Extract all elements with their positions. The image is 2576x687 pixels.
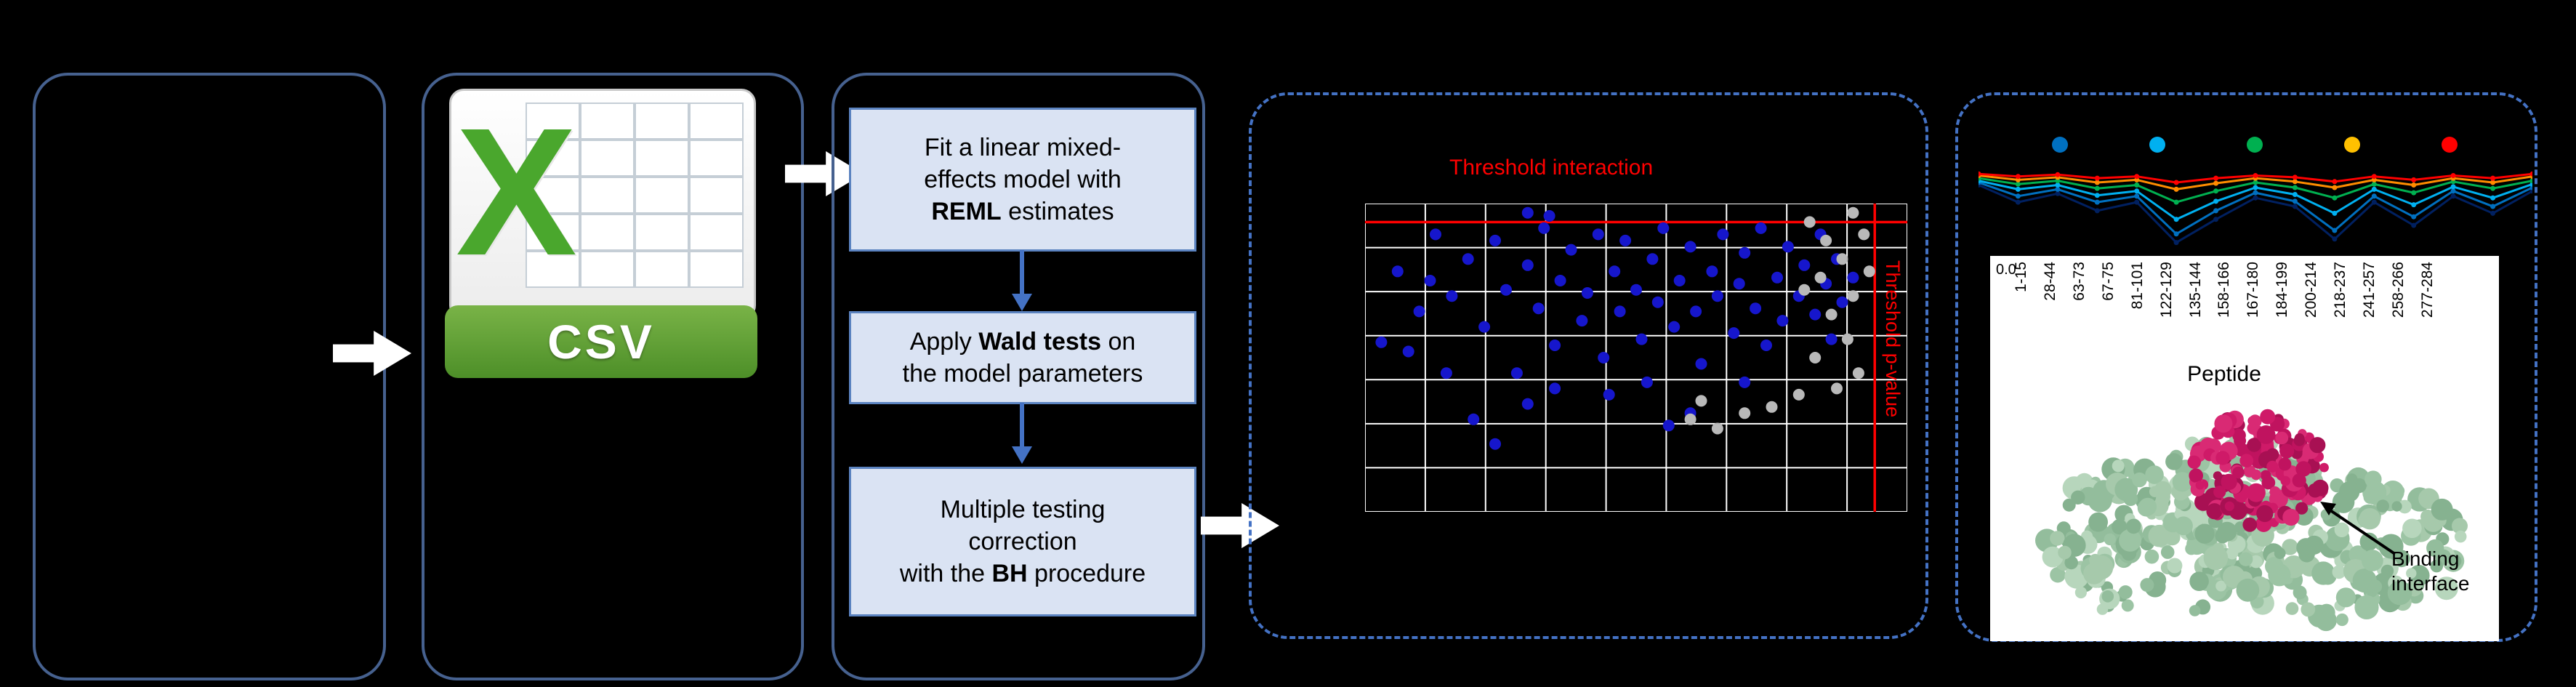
- peptide-tick-label: 122-129: [2157, 262, 2175, 318]
- timepoint-dot: [2442, 137, 2458, 153]
- uptake-line-chart: [1976, 158, 2535, 254]
- peptide-tick-label: 67-75: [2099, 262, 2117, 301]
- timepoint-dot: [2052, 137, 2068, 153]
- csv-page: X: [449, 89, 756, 320]
- peptide-tick-labels: 1-15 28-44 63-73 67-75 81-101 122-129 135-144 1…: [2013, 262, 2436, 358]
- peptide-tick-label: 135-144: [2186, 262, 2204, 318]
- threshold-pvalue-label: Threshold p-value: [1882, 260, 1904, 418]
- protein-structure-svg: [2035, 409, 2468, 632]
- panel-stats-flow: [832, 73, 1205, 680]
- flow-step-line: Multiple testing: [940, 495, 1106, 523]
- down-arrow-icon: [1012, 250, 1032, 311]
- csv-banner: CSV: [445, 305, 757, 378]
- protein-structure: [2028, 393, 2499, 643]
- flow-step-reml: Fit a linear mixed- effects model with R…: [849, 108, 1196, 252]
- threshold-interaction-label: Threshold interaction: [1449, 156, 1654, 180]
- peptide-tick-label: 28-44: [2041, 262, 2058, 301]
- peptide-tick-label: 167-180: [2245, 262, 2262, 318]
- down-arrow-icon: [1012, 403, 1032, 464]
- uptake-svg: [1976, 171, 2535, 246]
- peptide-tick-label: 81-101: [2128, 262, 2146, 310]
- flow-step-line: correction: [968, 527, 1077, 555]
- csv-label: CSV: [547, 315, 655, 369]
- panel-scatter-output: [1249, 92, 1928, 639]
- peptide-tick-label: 277-284: [2418, 262, 2436, 318]
- peptide-tick-label: 218-237: [2332, 262, 2349, 318]
- peptide-tick-label: 184-199: [2274, 262, 2291, 318]
- y-axis-tick: 0.0: [1996, 262, 2016, 278]
- peptide-tick-label: 1-15: [2013, 262, 2029, 293]
- timepoint-dot: [2247, 137, 2263, 153]
- peptide-tick-label: 258-266: [2389, 262, 2407, 318]
- peptide-axis-title: Peptide: [2187, 362, 2261, 386]
- excel-x-logo: X: [456, 90, 577, 293]
- interaction-scatter-plot: [1364, 203, 1908, 513]
- flow-step-line: the model parameters: [902, 360, 1143, 387]
- panel-input: [33, 73, 386, 680]
- peptide-tick-label: 158-166: [2215, 262, 2233, 318]
- peptide-tick-label: 63-73: [2070, 262, 2088, 301]
- flow-step-line: REML estimates: [931, 198, 1114, 226]
- binding-interface-label: Binding interface: [2391, 547, 2470, 595]
- timepoint-dot: [2149, 137, 2165, 153]
- flow-step-line: Apply Wald tests on: [909, 327, 1136, 355]
- peptide-tick-label: 200-214: [2303, 262, 2320, 318]
- flow-step-bh: Multiple testing correction with the BH …: [849, 467, 1196, 616]
- scatter-svg: [1364, 203, 1908, 513]
- timepoint-dot: [2344, 137, 2360, 153]
- panel-csv: [422, 73, 804, 680]
- peptide-tick-label: 241-257: [2361, 262, 2378, 318]
- flow-step-line: Fit a linear mixed-: [924, 133, 1122, 161]
- flow-step-line: effects model with: [924, 165, 1122, 193]
- flow-step-wald: Apply Wald tests on the model parameters: [849, 311, 1196, 404]
- csv-file-icon: X CSV: [445, 89, 757, 378]
- spreadsheet-grid-icon: [526, 103, 744, 288]
- flow-step-line: with the BH procedure: [899, 560, 1146, 588]
- timepoint-legend: [2052, 137, 2458, 153]
